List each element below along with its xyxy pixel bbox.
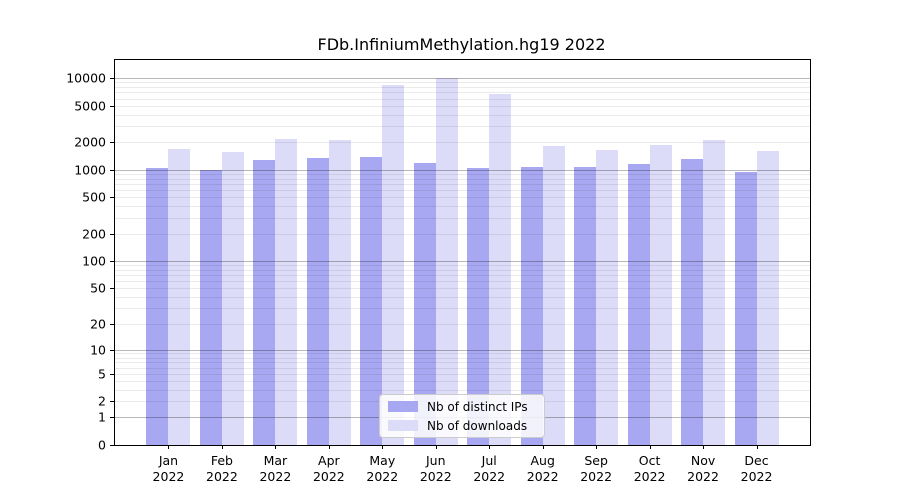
- x-tick-mark: [703, 445, 705, 449]
- y-tick-mark: [110, 78, 114, 80]
- legend: Nb of distinct IPs Nb of downloads: [379, 394, 545, 438]
- major-gridline: [115, 78, 810, 80]
- y-tick-label: 0: [98, 437, 106, 453]
- y-tick-label: 1000: [74, 162, 106, 178]
- x-tick-label-jul: Jul 2022: [473, 453, 506, 484]
- y-tick-mark: [110, 105, 114, 107]
- x-tick-label-dec: Dec 2022: [740, 453, 773, 484]
- x-tick-mark: [328, 445, 330, 449]
- x-tick-label-sep: Sep 2022: [580, 453, 613, 484]
- legend-entry-downloads: Nb of downloads: [388, 419, 536, 433]
- bar-downloads-oct: [649, 145, 672, 445]
- bar-ips-feb: [199, 170, 222, 445]
- minor-gridline: [115, 92, 810, 94]
- bar-ips-may: [360, 157, 383, 445]
- y-tick-label: 10000: [66, 70, 106, 86]
- bar-downloads-apr: [328, 140, 351, 445]
- y-tick-mark: [110, 233, 114, 235]
- x-tick-mark: [596, 445, 598, 449]
- minor-gridline: [115, 114, 810, 116]
- y-tick-mark: [110, 373, 114, 375]
- bar-ips-jun: [413, 162, 436, 445]
- x-tick-mark: [489, 445, 491, 449]
- x-tick-label-aug: Aug 2022: [526, 453, 559, 484]
- y-tick-mark: [110, 349, 114, 351]
- bar-downloads-jul: [489, 93, 512, 445]
- x-tick-label-nov: Nov 2022: [687, 453, 719, 484]
- x-tick-mark: [649, 445, 651, 449]
- minor-gridline: [115, 126, 810, 128]
- y-tick-label: 200: [82, 226, 106, 242]
- y-tick-mark: [110, 445, 114, 446]
- x-tick-label-oct: Oct 2022: [633, 453, 666, 484]
- x-tick-mark: [756, 445, 758, 449]
- y-tick-mark: [110, 197, 114, 199]
- bar-downloads-feb: [221, 152, 244, 445]
- y-tick-label: 2: [98, 393, 106, 409]
- legend-label-downloads: Nb of downloads: [427, 418, 528, 433]
- bar-downloads-sep: [596, 150, 619, 445]
- y-tick-label: 5: [98, 366, 106, 382]
- y-tick-mark: [110, 288, 114, 290]
- bar-downloads-jun: [435, 78, 458, 445]
- y-tick-label: 50: [90, 280, 106, 296]
- x-tick-mark: [382, 445, 384, 449]
- x-tick-mark: [168, 445, 170, 449]
- x-tick-label-may: May 2022: [366, 453, 399, 484]
- bar-ips-jul: [467, 168, 490, 445]
- y-tick-mark: [110, 169, 114, 171]
- bar-downloads-dec: [756, 150, 779, 445]
- y-tick-label: 5000: [74, 98, 106, 114]
- y-tick-label: 500: [82, 189, 106, 205]
- minor-gridline: [115, 98, 810, 100]
- bar-ips-oct: [627, 163, 650, 445]
- x-tick-mark: [542, 445, 544, 449]
- legend-entry-distinct-ips: Nb of distinct IPs: [388, 400, 536, 414]
- minor-gridline: [115, 105, 810, 107]
- bar-ips-mar: [253, 160, 276, 445]
- chart-title: FDb.InfiniumMethylation.hg19 2022: [317, 35, 606, 54]
- y-tick-label: 2000: [74, 134, 106, 150]
- bar-ips-dec: [734, 172, 757, 445]
- bar-ips-jan: [146, 167, 169, 445]
- legend-swatch-distinct-ips: [388, 401, 418, 412]
- x-tick-label-jun: Jun 2022: [419, 453, 452, 484]
- y-tick-mark: [110, 261, 114, 263]
- x-tick-mark: [435, 445, 437, 449]
- minor-gridline: [115, 82, 810, 84]
- bar-ips-nov: [681, 158, 704, 445]
- bar-ips-sep: [574, 167, 597, 445]
- bar-downloads-mar: [275, 138, 298, 445]
- x-tick-label-apr: Apr 2022: [312, 453, 345, 484]
- y-tick-mark: [110, 401, 114, 403]
- minor-gridline: [115, 87, 810, 89]
- bar-ips-aug: [520, 166, 543, 445]
- bar-downloads-aug: [542, 146, 565, 445]
- legend-label-distinct-ips: Nb of distinct IPs: [427, 399, 528, 414]
- x-tick-label-feb: Feb 2022: [206, 453, 238, 484]
- x-tick-label-mar: Mar 2022: [259, 453, 292, 484]
- y-tick-label: 1: [98, 409, 106, 425]
- legend-swatch-downloads: [388, 420, 418, 431]
- bar-ips-apr: [306, 157, 329, 445]
- y-tick-label: 20: [90, 316, 106, 332]
- y-tick-mark: [110, 142, 114, 144]
- bar-downloads-may: [382, 85, 405, 445]
- y-tick-label: 10: [90, 342, 106, 357]
- bar-downloads-jan: [168, 149, 191, 445]
- x-tick-mark: [275, 445, 277, 449]
- y-tick-mark: [110, 323, 114, 325]
- x-tick-mark: [221, 445, 223, 449]
- y-tick-mark: [110, 417, 114, 419]
- bar-downloads-nov: [703, 139, 726, 445]
- x-tick-label-jan: Jan 2022: [152, 453, 185, 484]
- y-tick-label: 100: [82, 253, 106, 269]
